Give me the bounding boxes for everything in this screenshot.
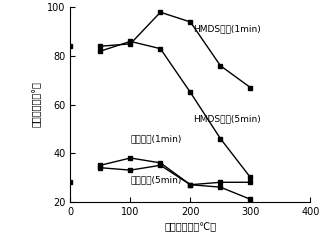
Text: HMDS処理(5min): HMDS処理(5min) <box>193 115 261 124</box>
Y-axis label: 純水接触角（°）: 純水接触角（°） <box>32 82 42 127</box>
Text: 有機洗浄(5min): 有機洗浄(5min) <box>131 175 182 184</box>
Text: HMDS処理(1min): HMDS処理(1min) <box>193 25 261 34</box>
X-axis label: 熱処理温度（℃）: 熱処理温度（℃） <box>164 222 216 232</box>
Text: 有機洗浄(1min): 有機洗浄(1min) <box>131 134 182 143</box>
